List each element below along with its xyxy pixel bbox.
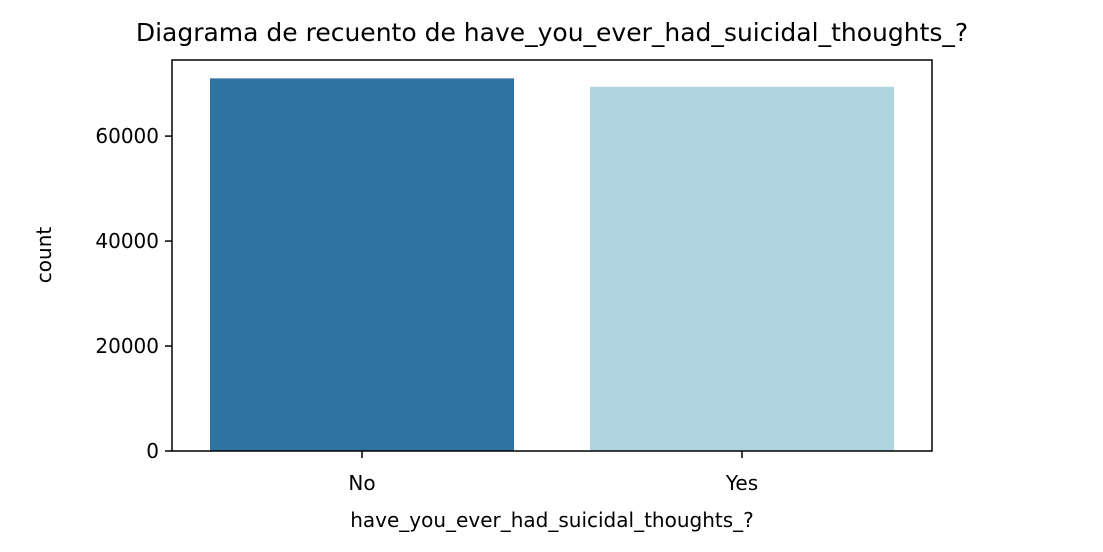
x-tick-label: No (348, 471, 375, 495)
x-tick-label: Yes (725, 471, 758, 495)
bar-no (210, 78, 514, 451)
x-axis-label: have_you_ever_had_suicidal_thoughts_? (350, 508, 754, 532)
y-tick-label: 0 (146, 439, 159, 463)
y-tick-label: 60000 (95, 124, 159, 148)
x-axis: No Yes (348, 451, 758, 495)
y-axis: 0 20000 40000 60000 (95, 124, 172, 463)
y-axis-label: count (32, 227, 56, 284)
plot-frame (171, 59, 933, 452)
chart-title: Diagrama de recuento de have_you_ever_ha… (136, 18, 968, 47)
y-tick-label: 20000 (95, 334, 159, 358)
bars-group (210, 78, 894, 451)
y-tick-label: 40000 (95, 229, 159, 253)
bar-yes (590, 86, 894, 451)
